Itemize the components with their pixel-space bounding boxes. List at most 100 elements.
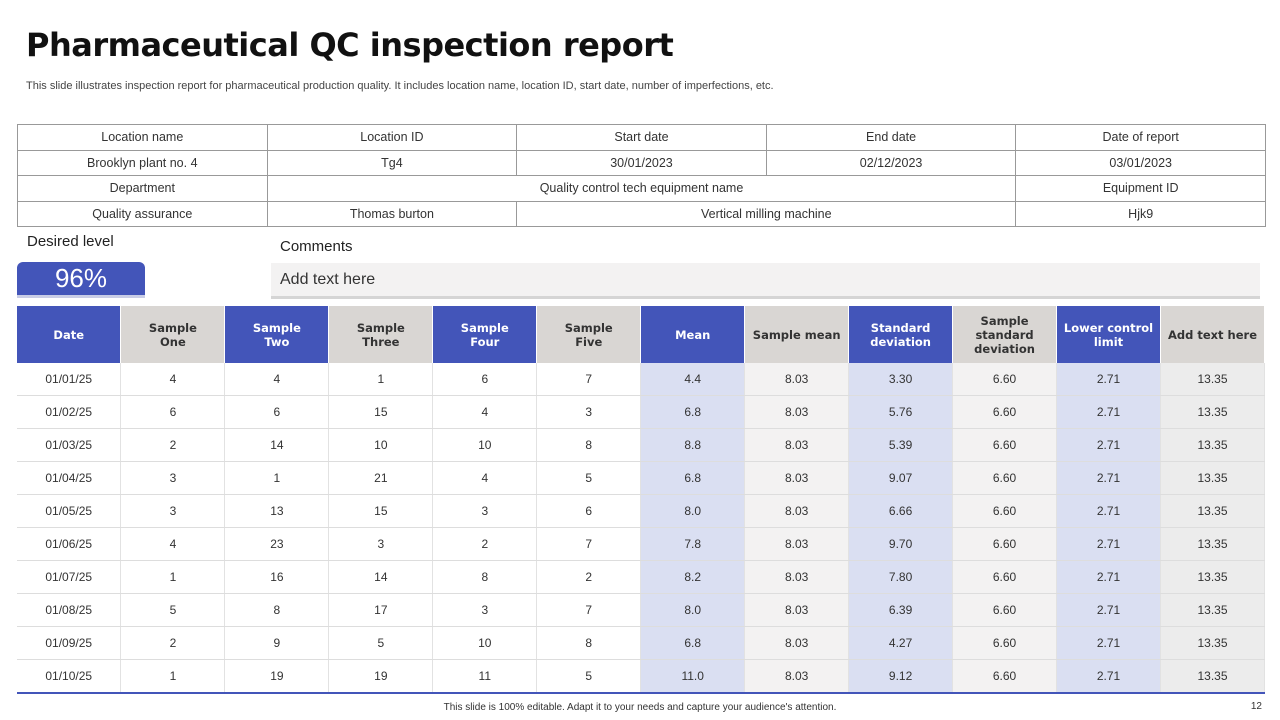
column-header-text: Sample standard deviation bbox=[974, 313, 1035, 356]
table-cell: 6.60 bbox=[952, 494, 1058, 528]
table-cell: 14 bbox=[328, 560, 434, 594]
table-cell: 14 bbox=[224, 428, 330, 462]
table-cell: 2.71 bbox=[1056, 494, 1161, 528]
table-cell: 8.03 bbox=[744, 494, 850, 528]
info-row: Brooklyn plant no. 4 Tg4 30/01/2023 02/1… bbox=[17, 149, 1266, 176]
table-cell: 3 bbox=[328, 527, 434, 561]
column-header-text: Date bbox=[53, 327, 85, 342]
table-row: 01/09/25 2 9 5 10 8 6.8 8.03 4.27 6.60 2.71 13.35 bbox=[17, 626, 1266, 660]
table-cell: 8.03 bbox=[744, 659, 850, 694]
table-row: 01/10/25 1 19 19 11 5 11.0 8.03 9.12 6.60 2.71 13.3… bbox=[17, 659, 1266, 694]
column-header-text: Lower control limit bbox=[1063, 320, 1154, 349]
comments-text[interactable]: Add text here bbox=[271, 263, 1260, 299]
column-header: Mean bbox=[640, 306, 746, 363]
table-cell: 3 bbox=[432, 593, 538, 627]
table-cell: 10 bbox=[328, 428, 434, 462]
table-cell: 2.71 bbox=[1056, 560, 1161, 594]
info-cell: Quality control tech equipment name bbox=[266, 175, 1017, 202]
table-cell: 4 bbox=[224, 363, 330, 396]
column-header-text: Sample mean bbox=[752, 327, 841, 342]
table-row: 01/05/25 3 13 15 3 6 8.0 8.03 6.66 6.60 2.71 13.35 bbox=[17, 494, 1266, 528]
comments-label: Comments bbox=[280, 238, 353, 255]
info-cell: Quality assurance bbox=[17, 200, 268, 227]
table-cell: 19 bbox=[328, 659, 434, 694]
table-cell: 6.60 bbox=[952, 527, 1058, 561]
table-cell: 2.71 bbox=[1056, 659, 1161, 694]
column-header-text: Standard deviation bbox=[870, 320, 931, 349]
table-cell: 5 bbox=[120, 593, 226, 627]
table-cell: 8.8 bbox=[640, 428, 746, 462]
column-header-text: Sample Three bbox=[356, 320, 405, 349]
column-header: Lower control limit bbox=[1056, 306, 1161, 363]
info-row: Location name Location ID Start date End… bbox=[17, 124, 1266, 151]
column-header: Sample Five bbox=[536, 306, 642, 363]
column-header-text: Mean bbox=[675, 327, 711, 342]
column-header: Sample Two bbox=[224, 306, 330, 363]
table-cell: 13.35 bbox=[1160, 494, 1266, 528]
table-cell: 7 bbox=[536, 593, 642, 627]
table-cell: 13.35 bbox=[1160, 626, 1266, 660]
table-cell: 5 bbox=[536, 659, 642, 694]
table-cell: 17 bbox=[328, 593, 434, 627]
column-header: Sample standard deviation bbox=[952, 306, 1058, 363]
table-cell: 11 bbox=[432, 659, 538, 694]
table-cell: 8.0 bbox=[640, 593, 746, 627]
table-cell: 6.39 bbox=[848, 593, 954, 627]
header-row: Date Sample One Sample Two Sample Three Samp… bbox=[17, 306, 1266, 363]
info-cell: Department bbox=[17, 175, 268, 202]
table-cell: 01/08/25 bbox=[17, 593, 122, 627]
table-cell: 2 bbox=[120, 428, 226, 462]
table-cell: 5.76 bbox=[848, 395, 954, 429]
table-cell: 8.03 bbox=[744, 527, 850, 561]
table-cell: 13.35 bbox=[1160, 363, 1266, 396]
table-cell: 23 bbox=[224, 527, 330, 561]
table-cell: 13.35 bbox=[1160, 527, 1266, 561]
table-cell: 01/09/25 bbox=[17, 626, 122, 660]
table-cell: 13.35 bbox=[1160, 461, 1266, 495]
table-cell: 8.03 bbox=[744, 560, 850, 594]
table-cell: 2.71 bbox=[1056, 527, 1161, 561]
footer-note: This slide is 100% editable. Adapt it to… bbox=[443, 702, 837, 713]
table-cell: 1 bbox=[328, 363, 434, 396]
table-cell: 01/01/25 bbox=[17, 363, 122, 396]
table-cell: 2 bbox=[120, 626, 226, 660]
table-cell: 6.60 bbox=[952, 560, 1058, 594]
column-header: Standard deviation bbox=[848, 306, 954, 363]
info-cell: Location ID bbox=[266, 124, 518, 151]
table-body: 01/01/25 4 4 1 6 7 4.4 8.03 3.30 6.60 2.71 13.35 01/… bbox=[17, 363, 1266, 694]
info-cell: Thomas burton bbox=[266, 200, 518, 227]
table-cell: 8 bbox=[536, 428, 642, 462]
table-cell: 3.30 bbox=[848, 363, 954, 396]
column-header-text: Sample Two bbox=[252, 320, 301, 349]
table-cell: 01/07/25 bbox=[17, 560, 122, 594]
info-cell: 03/01/2023 bbox=[1015, 149, 1266, 176]
table-cell: 8 bbox=[224, 593, 330, 627]
table-cell: 6.60 bbox=[952, 461, 1058, 495]
column-header-text: Sample Five bbox=[564, 320, 613, 349]
table-cell: 4.4 bbox=[640, 363, 746, 396]
table-cell: 4 bbox=[120, 527, 226, 561]
table-cell: 8.2 bbox=[640, 560, 746, 594]
column-header: Sample One bbox=[120, 306, 226, 363]
page-number: 12 bbox=[1250, 701, 1262, 712]
table-cell: 3 bbox=[120, 461, 226, 495]
table-cell: 01/02/25 bbox=[17, 395, 122, 429]
table-cell: 4 bbox=[432, 395, 538, 429]
table-cell: 7.80 bbox=[848, 560, 954, 594]
table-cell: 6.60 bbox=[952, 428, 1058, 462]
table-cell: 1 bbox=[120, 560, 226, 594]
table-row: 01/03/25 2 14 10 10 8 8.8 8.03 5.39 6.60 2.71 13.35 bbox=[17, 428, 1266, 462]
table-cell: 6.66 bbox=[848, 494, 954, 528]
table-cell: 6 bbox=[536, 494, 642, 528]
table-cell: 13.35 bbox=[1160, 428, 1266, 462]
table-cell: 2.71 bbox=[1056, 593, 1161, 627]
table-cell: 2 bbox=[432, 527, 538, 561]
table-cell: 2.71 bbox=[1056, 363, 1161, 396]
table-cell: 3 bbox=[120, 494, 226, 528]
table-cell: 8.03 bbox=[744, 626, 850, 660]
table-row: 01/07/25 1 16 14 8 2 8.2 8.03 7.80 6.60 2.71 13.35 bbox=[17, 560, 1266, 594]
table-cell: 6 bbox=[432, 363, 538, 396]
info-cell: 30/01/2023 bbox=[516, 149, 767, 176]
info-row: Quality assurance Thomas burton Vertical… bbox=[17, 200, 1266, 227]
